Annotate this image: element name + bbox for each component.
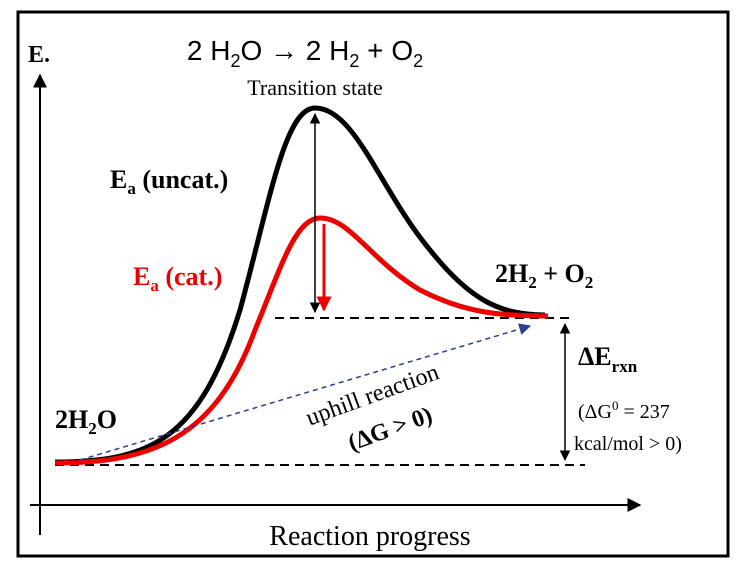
delta-e-label: ΔErxn [578,342,638,376]
products-label: 2H2 + O2 [495,259,593,292]
ea-cat-label: Ea (cat.) [133,262,222,295]
equation: 2 H2O → 2 H2 + O2 [187,35,423,71]
x-axis-label: Reaction progress [269,521,470,552]
uphill-arrow [79,323,532,461]
frame [16,10,730,558]
uphill-label: uphill reaction (ΔG > 0) [303,359,443,456]
uncatalyzed-curve [54,105,546,465]
delta-g-note-1: (ΔG0 = 237 [578,398,670,423]
delta-g-note-2: kcal/mol > 0) [574,433,682,455]
catalyzed-curve [54,215,549,466]
ea-uncat-label: Ea (uncat.) [110,165,228,198]
reactants-label: 2H2O [55,405,117,438]
y-axis-label: E. [28,42,50,68]
transition-state-label: Transition state [247,75,382,100]
